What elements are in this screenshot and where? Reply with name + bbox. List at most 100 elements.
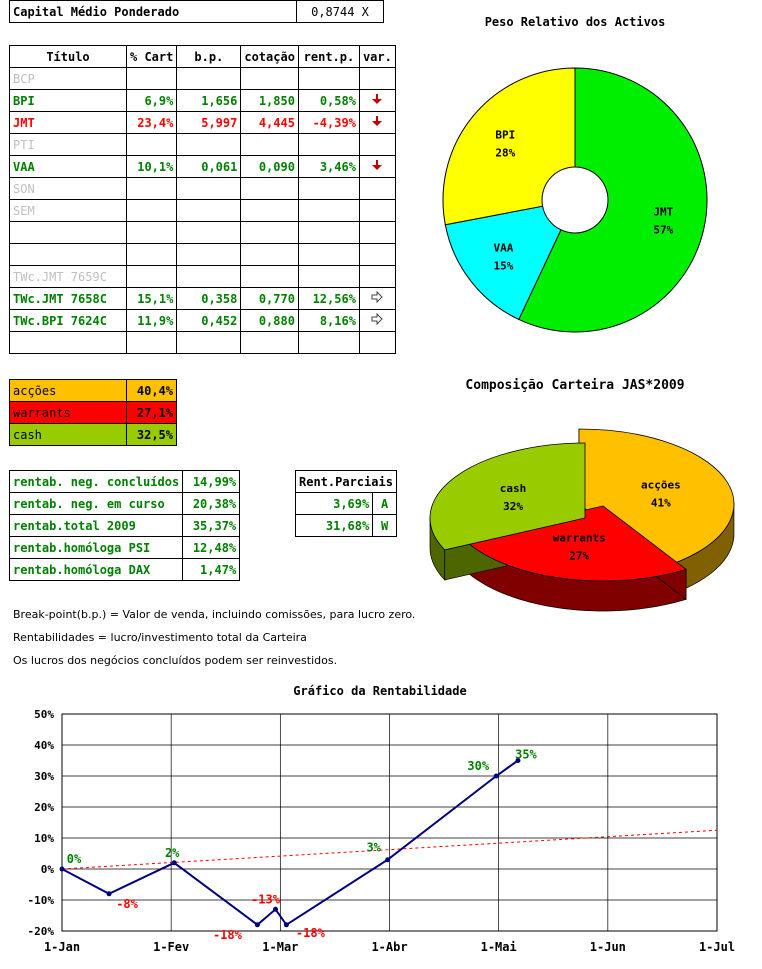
col-bp: b.p. [176, 45, 242, 68]
data-point [171, 860, 177, 866]
data-point [493, 773, 499, 779]
data-label: 2% [165, 846, 180, 860]
rent-cell [297, 177, 360, 200]
table-row [9, 221, 396, 244]
bp-cell [176, 221, 242, 244]
rent-cell [297, 243, 360, 266]
table-row: BCP [9, 67, 396, 90]
var-cell [358, 265, 396, 288]
partial-row: 31,68% W [294, 514, 397, 537]
rent-cell: 8,16% [297, 309, 360, 332]
portfolio-table: Título % Cart b.p. cotação rent.p. var. … [9, 45, 396, 354]
cotacao-cell [240, 331, 299, 354]
bp-cell: 0,452 [176, 309, 242, 332]
data-label: -18% [213, 928, 243, 942]
var-cell [358, 309, 396, 332]
col-var: var. [358, 45, 396, 68]
titulo-cell: TWc.JMT 7659C [9, 265, 127, 288]
data-point [385, 857, 391, 863]
pie3d-percent: 41% [651, 496, 671, 509]
returns-value: 12,48% [182, 536, 241, 559]
returns-value: 1,47% [182, 558, 241, 581]
var-cell [358, 111, 396, 134]
data-point [515, 758, 521, 763]
bp-cell: 5,997 [176, 111, 242, 134]
returns-label: rentab. neg. em curso [8, 492, 184, 515]
var-cell [358, 177, 396, 200]
cart-cell: 10,1% [125, 155, 178, 178]
data-point [273, 906, 279, 912]
rent-cell [297, 265, 360, 288]
cart-cell: 11,9% [125, 309, 178, 332]
partial-row: 3,69% A [294, 492, 397, 515]
rent-cell: 0,58% [297, 89, 360, 112]
y-tick-label: -10% [28, 894, 55, 907]
x-tick-label: 1-Mai [481, 940, 517, 954]
cart-cell [125, 221, 178, 244]
composition-value: 40,4% [126, 379, 177, 402]
data-point [254, 922, 260, 928]
x-tick-label: 1-Jan [44, 940, 80, 954]
col-rent: rent.p. [297, 45, 360, 68]
titulo-cell: VAA [9, 155, 127, 178]
x-tick-label: 1-Jul [699, 940, 735, 954]
cotacao-cell [240, 243, 299, 266]
table-row [9, 331, 396, 354]
donut-percent: 28% [495, 146, 515, 159]
pie3d-label: acções [641, 478, 681, 491]
cotacao-cell: 0,880 [240, 309, 299, 332]
bp-cell [176, 67, 242, 90]
donut-percent: 15% [494, 259, 514, 272]
var-cell [358, 89, 396, 112]
var-cell [358, 133, 396, 156]
chart-title-composicao: Composição Carteira JAS*2009 [465, 378, 685, 393]
titulo-cell [9, 221, 127, 244]
col-titulo: Título [9, 45, 127, 68]
composition-row: warrants 27,1% [9, 401, 177, 424]
titulo-cell [9, 243, 127, 266]
partial-tag: W [372, 514, 397, 537]
titulo-cell: TWc.BPI 7624C [9, 309, 127, 332]
bp-cell [176, 243, 242, 266]
donut-percent: 57% [653, 224, 673, 237]
composition-row: cash 32,5% [9, 423, 177, 446]
var-cell [358, 243, 396, 266]
composition-value: 27,1% [126, 401, 177, 424]
var-cell [358, 287, 396, 310]
arrow-down-icon [372, 160, 383, 170]
table-row: JMT 23,4% 5,997 4,445 -4,39% [9, 111, 396, 134]
titulo-cell: SON [9, 177, 127, 200]
x-tick-label: 1-Jun [590, 940, 626, 954]
note-lucros: Os lucros dos negócios concluídos podem … [13, 654, 338, 667]
pie3d-slice-warrants [461, 505, 687, 582]
titulo-cell: BPI [9, 89, 127, 112]
data-label: 3% [366, 841, 381, 855]
returns-table: rentab. neg. concluídos 14,99% rentab. neg… [8, 470, 241, 581]
composition-label: warrants [9, 401, 127, 424]
chart-title-rentabilidade: Gráfico da Rentabilidade [293, 684, 467, 698]
y-tick-label: 50% [34, 708, 54, 721]
cart-cell [125, 133, 178, 156]
rent-cell [297, 331, 360, 354]
y-tick-label: 30% [34, 770, 54, 783]
x-tick-label: 1-Mar [262, 940, 298, 954]
col-cotacao: cotação [240, 45, 299, 68]
returns-label: rentab.homóloga PSI [8, 536, 184, 559]
partial-value: 31,68% [294, 514, 374, 537]
header-label: Capital Médio Ponderado [9, 0, 297, 23]
titulo-cell [9, 331, 127, 354]
rent-cell: 3,46% [297, 155, 360, 178]
arrow-down-icon [372, 116, 383, 126]
returns-row: rentab.homóloga DAX 1,47% [8, 558, 241, 581]
data-point [283, 922, 289, 928]
returns-label: rentab.total 2009 [8, 514, 184, 537]
bp-cell: 1,656 [176, 89, 242, 112]
cart-cell [125, 243, 178, 266]
cotacao-cell [240, 265, 299, 288]
cart-cell [125, 265, 178, 288]
table-row: BPI 6,9% 1,656 1,850 0,58% [9, 89, 396, 112]
cotacao-cell [240, 199, 299, 222]
arrow-right-icon [371, 312, 384, 326]
cotacao-cell [240, 177, 299, 200]
bp-cell [176, 331, 242, 354]
